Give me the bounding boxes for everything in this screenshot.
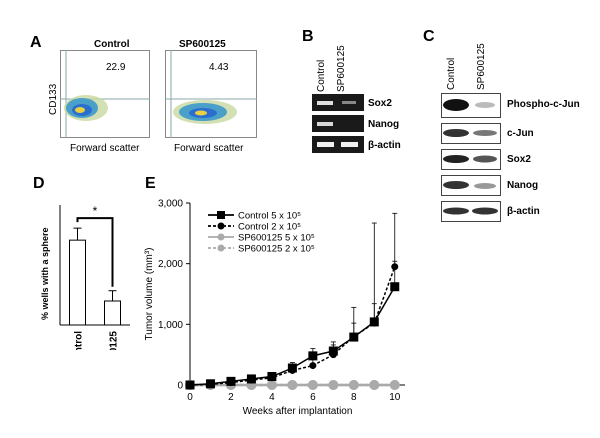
scatter-density-cloud xyxy=(64,95,108,121)
data-point xyxy=(389,380,400,390)
data-point xyxy=(328,380,339,390)
y-tick-label: 0 xyxy=(177,381,183,392)
data-point xyxy=(309,362,317,370)
x-tick-label: 0 xyxy=(187,392,193,403)
flow-plot-control: 22.9 xyxy=(60,50,150,138)
y-axis-label: Tumor volume (mm³) xyxy=(144,248,155,341)
blot-nanog xyxy=(441,175,501,196)
y-tick-label: 1,000 xyxy=(158,320,183,331)
panel-b-letter: B xyxy=(302,28,314,45)
blot-sox2 xyxy=(441,149,501,170)
panel-b-row-actin: β-actin xyxy=(368,140,401,151)
data-point xyxy=(287,363,297,373)
bar-sp600125 xyxy=(104,300,121,326)
blot-c-jun xyxy=(441,123,501,144)
panel-c-col-control: Control xyxy=(446,57,457,90)
panel-b-row-nanog: Nanog xyxy=(368,119,400,130)
data-point xyxy=(328,346,338,356)
gel-lane-actin xyxy=(312,136,364,153)
legend-label: Control 5 x 10⁵ xyxy=(238,211,301,222)
blot-actin xyxy=(441,201,501,222)
panel-c-row-actin: β-actin xyxy=(507,206,540,217)
panel-e-letter: E xyxy=(145,175,156,192)
plot1-percentage: 22.9 xyxy=(106,62,126,73)
flow-plot-sp600125: 4.43 xyxy=(165,50,257,138)
blot-phospho-c-jun xyxy=(441,93,501,118)
data-point xyxy=(308,351,318,361)
panel-b-col-sp600125: SP600125 xyxy=(336,45,347,92)
data-point xyxy=(369,317,379,327)
panel-c-row-phospho-c-jun: Phospho-c-Jun xyxy=(507,99,580,110)
panel-b-col-control: Control xyxy=(316,59,327,92)
data-point xyxy=(205,379,215,389)
data-point xyxy=(307,380,318,390)
x-tick-label: 4 xyxy=(269,392,275,403)
significance-bracket xyxy=(76,217,114,287)
data-point xyxy=(226,376,236,386)
x-tick-label: 6 xyxy=(310,392,316,403)
legend-marker xyxy=(217,222,225,230)
panel-b-gel xyxy=(312,94,364,153)
panel-c-row-nanog: Nanog xyxy=(507,180,539,191)
legend-label: SP600125 2 x 10⁵ xyxy=(238,244,315,255)
data-point xyxy=(369,380,380,390)
x-tick-label: 8 xyxy=(351,392,357,403)
data-point xyxy=(246,374,256,384)
panel-a-plot1-title: Control xyxy=(94,39,130,50)
data-point xyxy=(348,380,359,390)
panel-d-bar-chart: Control SP600125 * xyxy=(59,204,130,350)
panel-c-letter: C xyxy=(423,28,435,45)
legend-label: SP600125 5 x 10⁵ xyxy=(238,233,315,244)
panel-c-row-c-jun: c-Jun xyxy=(507,128,534,139)
legend-marker xyxy=(217,233,225,241)
panel-d-letter: D xyxy=(33,175,45,192)
gel-lane-nanog xyxy=(312,115,364,132)
data-point xyxy=(287,380,298,390)
panel-b-row-sox2: Sox2 xyxy=(368,98,392,109)
panel-a-letter: A xyxy=(30,34,42,51)
legend-marker xyxy=(217,211,225,219)
panel-a-ylabel: CD133 xyxy=(48,83,59,115)
tick-label-control: Control xyxy=(74,331,85,350)
tick-label-sp600125: SP600125 xyxy=(109,331,120,350)
y-tick-label: 3,000 xyxy=(158,199,183,210)
panel-a-xlabel-2: Forward scatter xyxy=(174,143,244,154)
panel-c-western xyxy=(441,93,501,222)
data-point xyxy=(390,282,400,292)
x-tick-label: 2 xyxy=(228,392,234,403)
panel-d-ylabel: % wells with a sphere xyxy=(40,227,50,320)
data-point xyxy=(349,332,359,342)
panel-a-plot2-title: SP600125 xyxy=(179,39,226,50)
plot2-percentage: 4.43 xyxy=(209,62,229,73)
gel-lane-sox2 xyxy=(312,94,364,111)
data-point xyxy=(185,380,195,390)
panel-c-row-sox2: Sox2 xyxy=(507,154,531,165)
panel-e-line-chart: 0 1,000 2,000 3,000 0 2 4 6 8 10 Weeks after impla… xyxy=(144,199,405,417)
panel-a-xlabel-1: Forward scatter xyxy=(70,143,140,154)
data-point xyxy=(266,380,277,390)
x-axis-label: Weeks after implantation xyxy=(243,406,353,417)
x-tick-label: 10 xyxy=(389,392,401,403)
panel-c-col-sp600125: SP600125 xyxy=(476,43,487,90)
y-tick-label: 2,000 xyxy=(158,259,183,270)
legend-label: Control 2 x 10⁵ xyxy=(238,222,301,233)
significance-marker: * xyxy=(93,204,98,218)
scatter-density-cloud xyxy=(173,100,237,124)
legend-marker xyxy=(217,244,225,252)
bar-control xyxy=(69,239,86,326)
data-point xyxy=(267,372,277,382)
